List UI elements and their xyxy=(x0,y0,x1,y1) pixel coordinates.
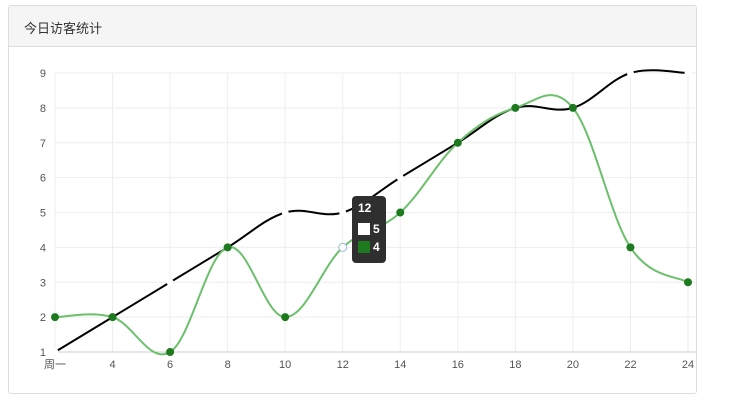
y-tick-label: 8 xyxy=(40,103,46,115)
series-a-point xyxy=(339,209,347,216)
x-tick-label: 18 xyxy=(509,359,521,371)
series-b-point xyxy=(223,243,232,252)
y-tick-label: 1 xyxy=(40,347,46,359)
x-tick-label: 16 xyxy=(452,359,464,371)
x-tick-label: 10 xyxy=(279,359,291,371)
x-tick-label: 6 xyxy=(167,359,173,371)
y-tick-label: 3 xyxy=(40,277,46,289)
series-b-point xyxy=(626,243,635,252)
tooltip-value-series-a: 5 xyxy=(373,222,380,236)
tooltip-row-series-b: 4 xyxy=(358,239,380,255)
tooltip-row-series-a: 5 xyxy=(358,221,380,237)
series-b-point xyxy=(684,278,692,287)
series-a-point xyxy=(684,69,692,77)
y-tick-label: 6 xyxy=(40,173,46,185)
series-b-point-highlighted xyxy=(338,242,348,252)
series-b-point xyxy=(453,138,462,147)
x-tick-label: 24 xyxy=(682,359,694,371)
series-a-point xyxy=(281,209,289,216)
series-a-point xyxy=(626,69,634,77)
series-b-point xyxy=(166,348,175,356)
x-tick-label: 4 xyxy=(109,359,115,371)
series-b-point xyxy=(108,313,117,322)
series-b-point xyxy=(396,208,405,217)
series-b-point xyxy=(511,103,520,112)
x-tick-label: 12 xyxy=(337,359,349,371)
x-tick-label: 周一 xyxy=(44,358,66,371)
y-tick-label: 7 xyxy=(40,138,46,150)
tooltip-title: 12 xyxy=(358,201,372,215)
series-a-point xyxy=(396,174,404,182)
series-a-point xyxy=(166,278,174,286)
x-tick-label: 22 xyxy=(624,359,636,371)
tooltip-swatch-series-b xyxy=(358,241,370,253)
series-b-point xyxy=(51,313,59,322)
series-a-point xyxy=(51,348,59,356)
chart-tooltip: 12 5 4 xyxy=(352,196,386,263)
x-tick-label: 14 xyxy=(394,359,406,371)
x-tick-label: 8 xyxy=(225,359,231,371)
tooltip-swatch-series-a xyxy=(358,223,370,235)
visitor-stats-panel: 今日访客统计 xyxy=(8,5,697,394)
series-b-point xyxy=(568,103,577,112)
y-tick-label: 2 xyxy=(40,312,46,324)
y-tick-label: 4 xyxy=(40,242,46,254)
y-tick-label: 5 xyxy=(40,208,46,220)
tooltip-value-series-b: 4 xyxy=(373,240,380,254)
panel-title: 今日访客统计 xyxy=(9,6,696,47)
x-tick-label: 20 xyxy=(567,359,579,371)
series-b-point xyxy=(281,313,290,322)
y-tick-label: 9 xyxy=(40,68,46,80)
